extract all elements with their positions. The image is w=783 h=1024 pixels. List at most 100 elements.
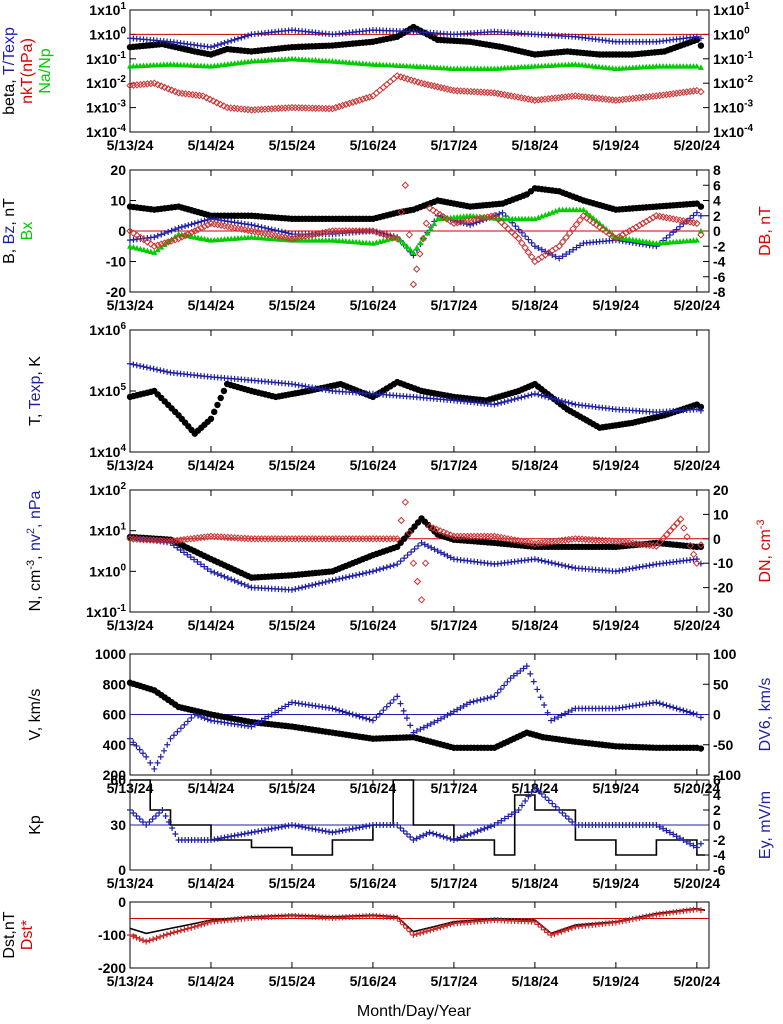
point-Ey <box>136 816 143 822</box>
point-DB <box>194 225 202 234</box>
x-tick-label: 5/15/24 <box>269 137 316 153</box>
point-Dst* <box>555 929 562 936</box>
point-DB <box>558 238 567 246</box>
point-Ey <box>342 827 349 833</box>
y-tick-label-right: 1x10-3 <box>713 99 753 116</box>
point-Ey <box>295 823 302 830</box>
point-nv2 <box>204 565 211 572</box>
point-nkT <box>686 87 694 96</box>
point-nv2 <box>329 577 336 584</box>
point-Dst* <box>146 937 153 944</box>
point-Dst* <box>541 926 548 933</box>
point-nv2 <box>231 577 238 584</box>
point-nkT <box>281 104 289 112</box>
point-Texp <box>160 368 167 375</box>
point-DV6 <box>272 709 279 716</box>
point-nv2 <box>444 552 451 559</box>
point-DV6 <box>507 675 514 682</box>
point-DV6 <box>450 708 457 715</box>
point-nkT <box>365 93 374 101</box>
point-T/Texp <box>231 36 238 43</box>
point-nkT <box>335 102 343 111</box>
point-DN <box>568 535 576 543</box>
point-DN <box>548 537 556 546</box>
point-DV6 <box>380 707 387 714</box>
point-Dst* <box>397 918 404 925</box>
y-axis-label-beta: beta, T/Texp <box>1 27 18 115</box>
point-DB <box>612 234 620 243</box>
point-Ey <box>218 835 225 842</box>
y-tick-label-left: 1x10-1 <box>86 50 126 67</box>
point-DN <box>166 537 175 545</box>
point-nkT <box>167 86 176 94</box>
x-tick-label: 5/16/24 <box>350 875 397 891</box>
point-DB <box>592 221 601 229</box>
point-nv2 <box>177 547 184 554</box>
point-DV6 <box>329 705 336 712</box>
point-DV6 <box>339 708 346 715</box>
point-DB <box>294 233 303 242</box>
point-nv2 <box>390 562 397 569</box>
x-tick-label: 5/18/24 <box>512 875 559 891</box>
x-tick-label: 5/13/24 <box>107 457 154 473</box>
point-Ey <box>430 830 437 837</box>
point-DB <box>397 208 405 216</box>
x-tick-label: 5/14/24 <box>188 137 235 153</box>
point-Ey <box>349 825 356 832</box>
point-T/Texp <box>221 39 228 46</box>
point-Bx <box>130 244 137 250</box>
y-tick-label-left-exponent: -2 <box>117 74 126 85</box>
y-tick-label-left: -20 <box>106 284 126 300</box>
point-Ey <box>312 826 319 833</box>
point-DB <box>642 217 650 226</box>
point-Bz <box>182 223 189 230</box>
point-Ey <box>309 825 316 832</box>
point-nv2 <box>346 573 353 580</box>
point-DB <box>456 218 465 226</box>
point-DB <box>405 231 414 239</box>
y-axis-label-Dst-part-0: Dst,nT <box>1 911 18 958</box>
point-nkT <box>622 95 630 103</box>
y-axis-label-T-part-2: , K <box>27 356 44 376</box>
point-nkT <box>261 105 269 113</box>
point-Bx <box>397 237 404 243</box>
point-DV6 <box>373 714 380 721</box>
point-DB <box>576 216 584 224</box>
point-Dst* <box>619 918 626 925</box>
y-tick-label-right: 0 <box>713 817 721 833</box>
y-axis-label-B-part-1: Bz <box>1 226 18 245</box>
y-axis-label-right-V-part-0: DV6, km/s <box>757 678 774 752</box>
point-nkT <box>693 86 701 95</box>
point-Ey <box>518 802 525 809</box>
y-tick-label-left: 1x10-2 <box>86 74 126 91</box>
point-Dst* <box>444 922 451 929</box>
y-tick-label-right: 4 <box>713 787 721 803</box>
point-DV6 <box>198 713 205 720</box>
point-Ey <box>322 828 329 835</box>
y-tick-label-left: 60 <box>110 772 126 788</box>
y-axis-label-T-part-0: T, <box>27 409 44 426</box>
point-Bz <box>697 212 704 219</box>
point-nkT <box>332 103 340 112</box>
point-DB <box>143 238 152 246</box>
point-DB <box>583 214 591 222</box>
point-Dst* <box>174 928 181 935</box>
point-nkT <box>154 80 162 89</box>
point-DB <box>450 219 458 228</box>
y-axis-label-beta-part-1: T/Texp <box>1 27 18 75</box>
point-nv2 <box>569 564 576 571</box>
point-nv2 <box>376 566 383 573</box>
x-tick-label: 5/14/24 <box>188 617 235 633</box>
point-Ey <box>228 833 235 840</box>
point-nkT <box>666 90 674 98</box>
panel-beta: 5/13/24 5/14/24 5/15/24 5/16/24 5/17/24 5/18/… <box>1 1 753 153</box>
point-nv2 <box>228 576 235 583</box>
point-DV6 <box>332 706 339 713</box>
point-DB <box>569 225 577 233</box>
point-Ey <box>359 823 366 830</box>
y-axis-label-N: N, cm-3, nv2, nPa <box>25 490 44 611</box>
y-tick-label-left: -100 <box>98 927 126 943</box>
point-nkT <box>531 96 539 104</box>
point-Dst* <box>167 930 174 937</box>
point-nkT <box>642 93 650 101</box>
